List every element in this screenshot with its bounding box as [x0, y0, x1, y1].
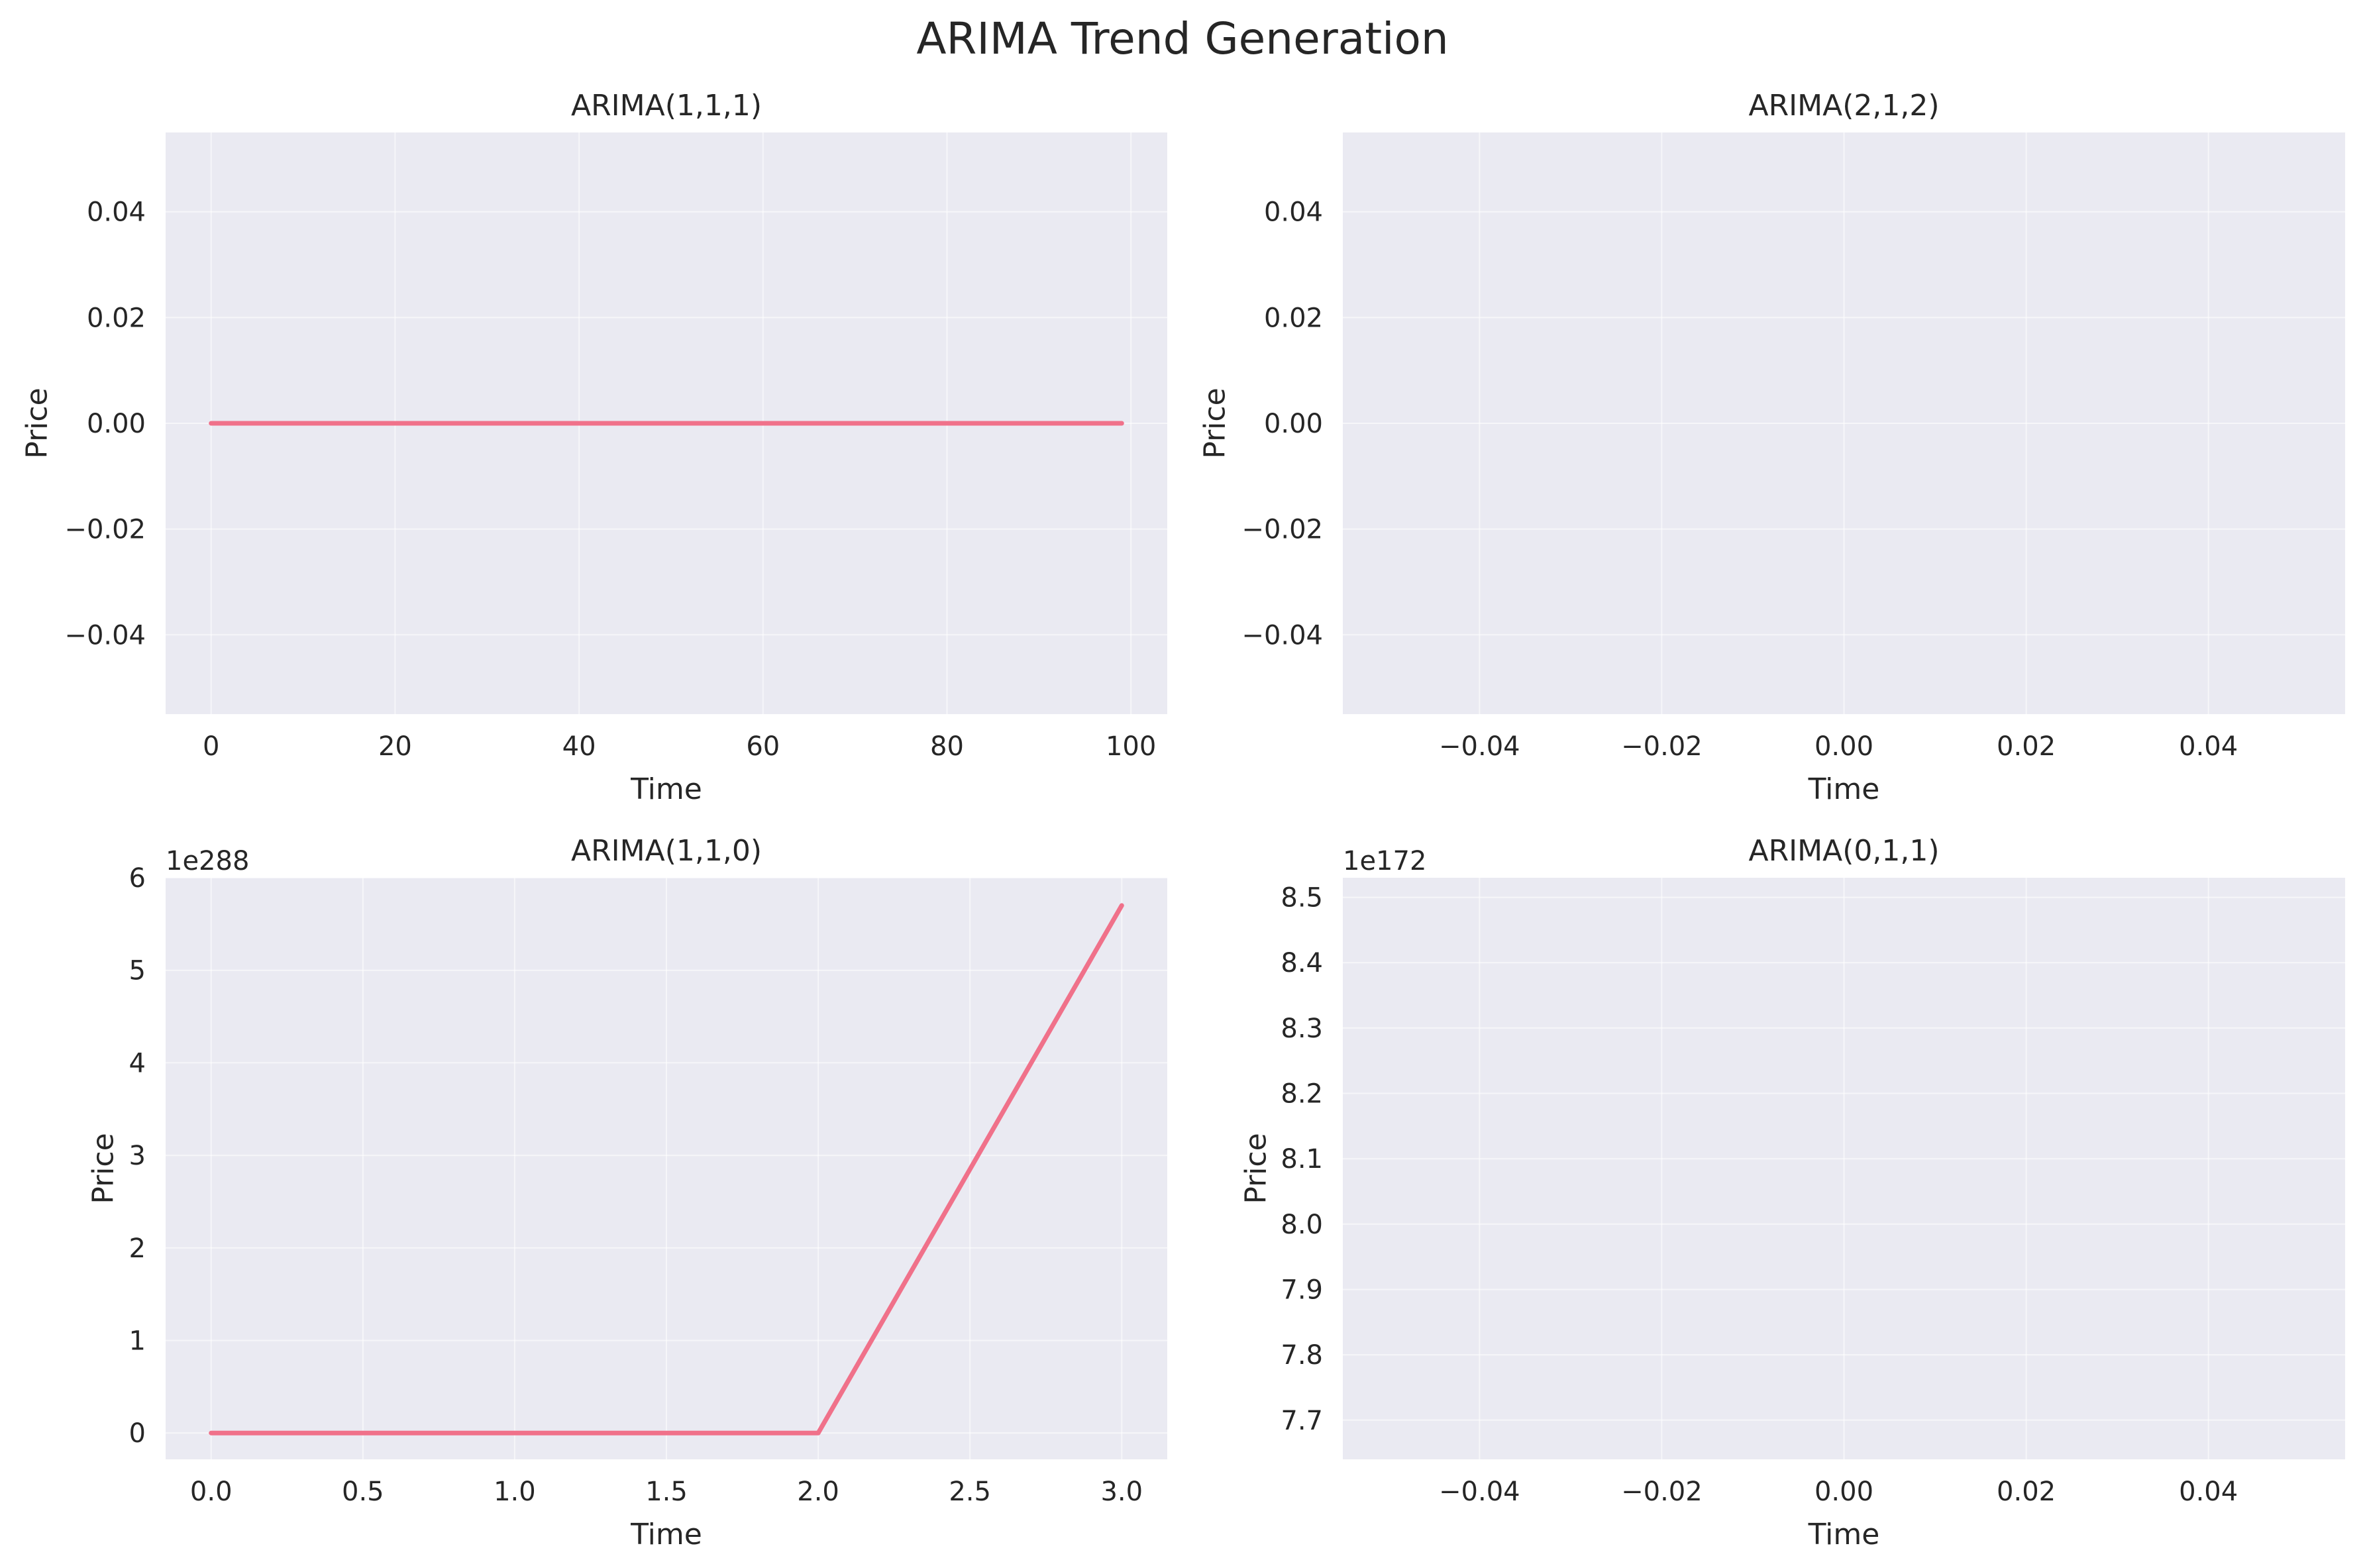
subplot-title: ARIMA(0,1,1) [1749, 834, 1940, 868]
subplot-2: −0.04 −0.02 0.00 0.02 0.04 −0.04 −0.02 0.00 0.02… [1198, 89, 2345, 806]
y-offset-text: 1e288 [166, 846, 249, 876]
x-tick-label: 100 [1106, 731, 1156, 762]
subplot-title: ARIMA(1,1,0) [571, 834, 762, 868]
x-tick-label: 0.04 [2179, 731, 2238, 762]
x-axis-label: Time [630, 1518, 702, 1551]
x-tick-label: 0.04 [2179, 1477, 2238, 1507]
x-tick-label: 2.0 [797, 1477, 839, 1507]
y-tick-label: −0.04 [64, 620, 146, 651]
y-tick-label: 8.1 [1281, 1144, 1323, 1175]
y-tick-label: 0.02 [1264, 303, 1323, 333]
x-tick-label: 0.00 [1814, 1477, 1873, 1507]
y-axis-label: Price [86, 1133, 120, 1204]
subplot-3: 0.0 0.5 1.0 1.5 2.0 2.5 3.0 0 1 2 3 4 5 6 ARIMA(1,1,0)… [86, 834, 1167, 1551]
y-axis-label: Price [1239, 1133, 1273, 1204]
y-tick-label: 1 [129, 1326, 146, 1356]
x-tick-label: 2.5 [949, 1477, 991, 1507]
y-tick-label: 8.2 [1281, 1079, 1323, 1110]
y-axis-label: Price [20, 388, 54, 458]
subplot-4: −0.04 −0.02 0.00 0.02 0.04 7.7 7.8 7.9 8.0 8.1 8.2… [1239, 834, 2345, 1551]
x-tick-label: 0.0 [190, 1477, 233, 1507]
x-tick-label: 1.0 [494, 1477, 536, 1507]
x-tick-label: −0.02 [1621, 1477, 1703, 1507]
y-tick-label: 7.9 [1281, 1275, 1323, 1306]
x-tick-label: 20 [378, 731, 412, 762]
x-axis-label: Time [1808, 772, 1880, 806]
x-axis-label: Time [1808, 1518, 1880, 1551]
x-tick-label: −0.04 [1439, 731, 1520, 762]
x-tick-label: 60 [746, 731, 780, 762]
subplot-title: ARIMA(2,1,2) [1749, 89, 1940, 123]
y-tick-label: 5 [129, 956, 146, 986]
x-tick-label: 80 [930, 731, 964, 762]
y-tick-label: −0.02 [64, 515, 146, 545]
y-tick-label: −0.04 [1241, 620, 1323, 651]
x-tick-label: 1.5 [645, 1477, 688, 1507]
y-tick-label: 6 [129, 863, 146, 894]
y-tick-label: 3 [129, 1141, 146, 1171]
x-tick-label: 0.5 [342, 1477, 384, 1507]
y-tick-label: 2 [129, 1233, 146, 1264]
figure-title: ARIMA Trend Generation [916, 13, 1449, 64]
x-tick-label: 40 [562, 731, 596, 762]
x-tick-label: 0.02 [1997, 1477, 2056, 1507]
x-tick-label: −0.04 [1439, 1477, 1520, 1507]
y-tick-label: 0.04 [1264, 197, 1323, 228]
series-line [209, 903, 1124, 1436]
y-tick-label: 4 [129, 1048, 146, 1078]
y-tick-label: 7.8 [1281, 1340, 1323, 1371]
x-tick-label: 0.00 [1814, 731, 1873, 762]
y-tick-label: 8.4 [1281, 948, 1323, 978]
subplot-1: 0 20 40 60 80 100 −0.04 −0.02 0.00 0.02 0.04 ARIMA(… [20, 89, 1167, 806]
y-tick-label: 0.04 [87, 197, 146, 228]
y-tick-label: 8.3 [1281, 1014, 1323, 1044]
y-tick-label: 0.00 [1264, 409, 1323, 439]
y-tick-label: 0.00 [87, 409, 146, 439]
y-tick-label: 7.7 [1281, 1406, 1323, 1436]
x-axis-label: Time [630, 772, 702, 806]
subplot-title: ARIMA(1,1,1) [571, 89, 762, 123]
y-tick-label: 8.0 [1281, 1210, 1323, 1240]
x-tick-label: 0.02 [1997, 731, 2056, 762]
y-offset-text: 1e172 [1343, 846, 1426, 876]
x-tick-label: −0.02 [1621, 731, 1703, 762]
x-tick-label: 0 [203, 731, 219, 762]
y-tick-label: 8.5 [1281, 883, 1323, 914]
x-tick-label: 3.0 [1100, 1477, 1143, 1507]
y-tick-label: −0.02 [1241, 515, 1323, 545]
y-tick-label: 0 [129, 1418, 146, 1449]
y-tick-label: 0.02 [87, 303, 146, 333]
y-axis-label: Price [1198, 388, 1232, 458]
